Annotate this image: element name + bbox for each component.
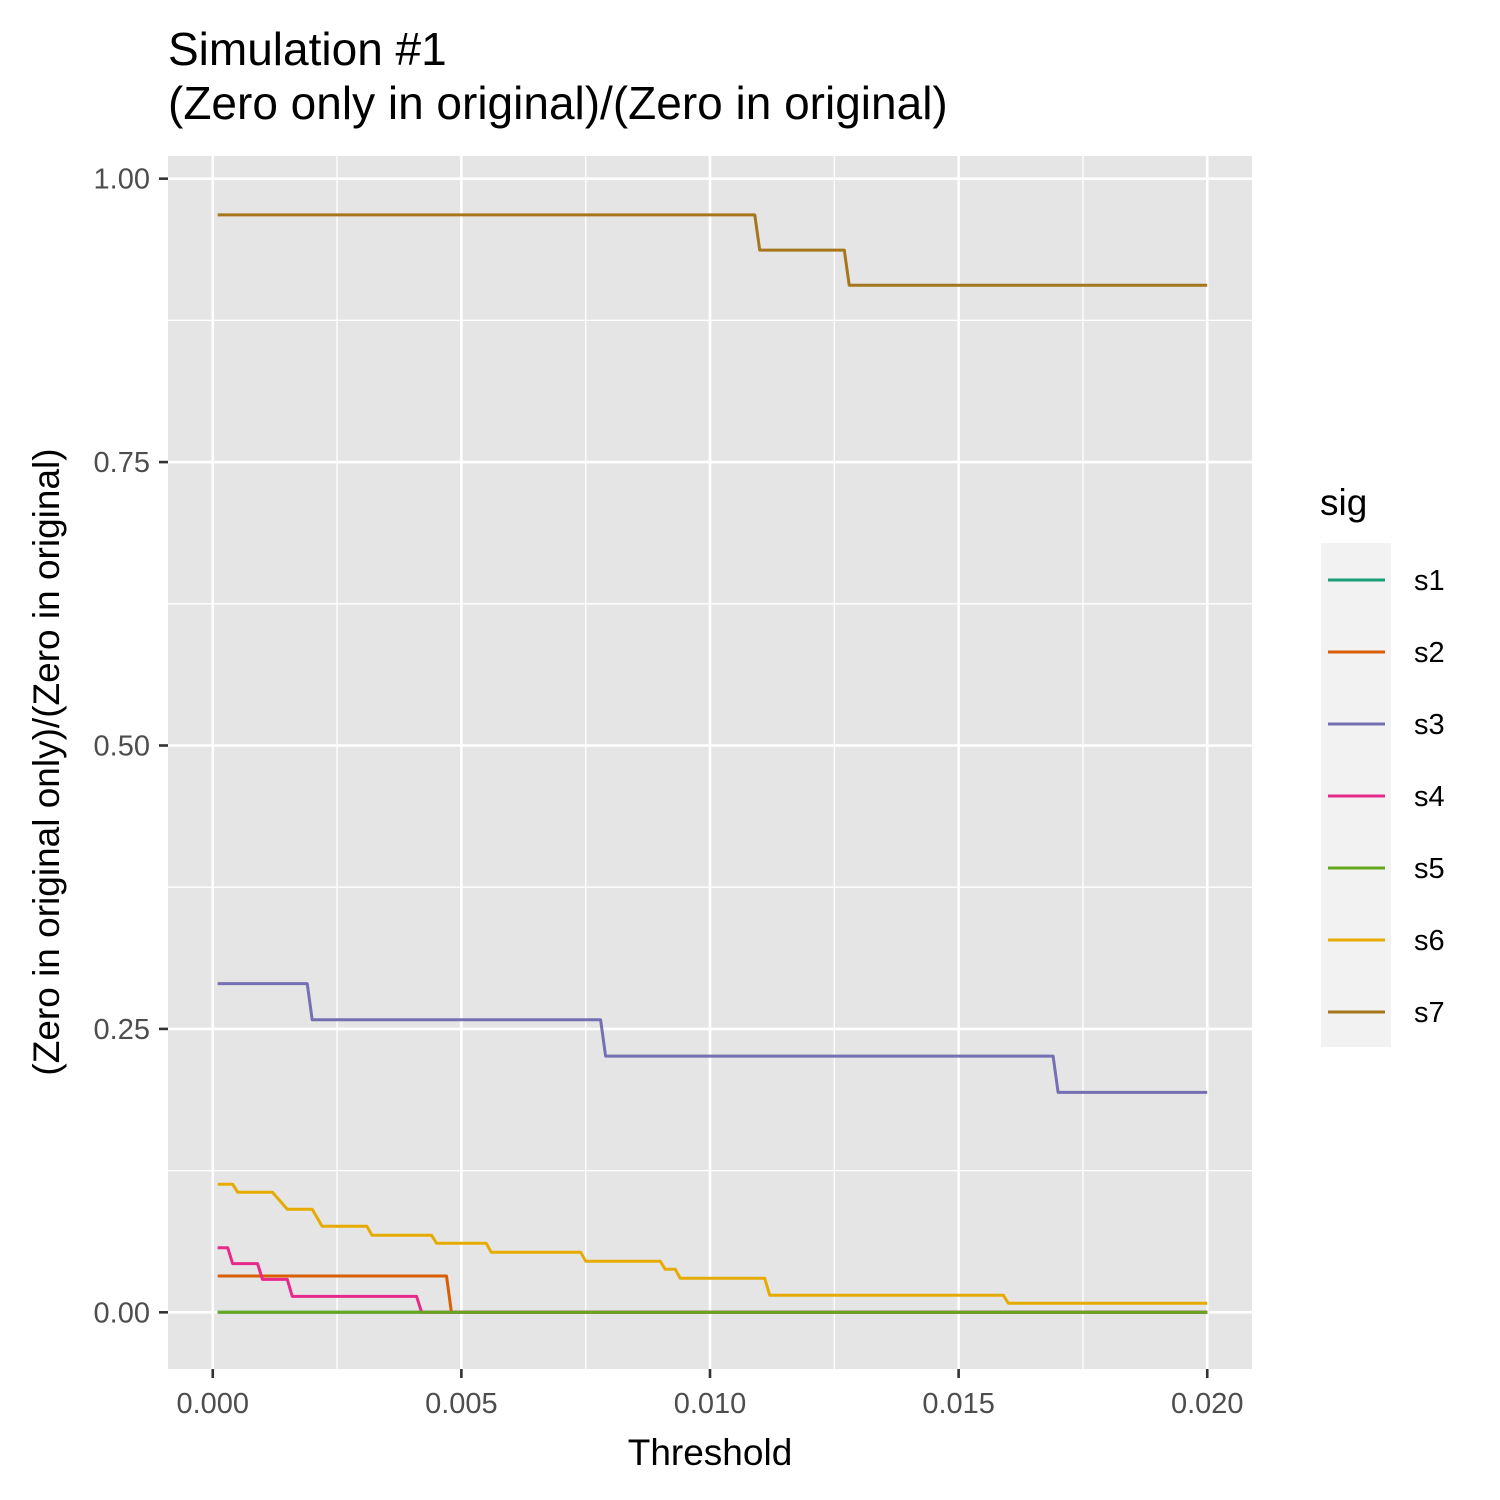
legend-label-s5: s5 <box>1414 853 1445 885</box>
y-tick-label: 1.00 <box>94 164 150 196</box>
chart-subtitle: (Zero only in original)/(Zero in origina… <box>168 77 948 129</box>
x-tick-label: 0.015 <box>922 1388 995 1420</box>
legend-label-s2: s2 <box>1414 637 1445 669</box>
chart-title: Simulation #1 <box>168 23 447 75</box>
legend-items: s1 s2 s3 s4 s5 s6 s7 <box>1328 565 1445 1029</box>
series-line-s4 <box>217 1246 1208 1314</box>
chart-title-block: Simulation #1 (Zero only in original)/(Z… <box>168 22 948 130</box>
y-tick-label: 0.00 <box>94 1297 150 1329</box>
legend-label-s3: s3 <box>1414 709 1445 741</box>
legend: sig s1 s2 s3 s4 s5 s6 s7 <box>1320 482 1445 1047</box>
x-axis-title: Threshold <box>628 1432 793 1473</box>
y-axis: 0.00 0.25 0.50 0.75 1.00 <box>94 164 168 1329</box>
legend-label-s4: s4 <box>1414 781 1445 813</box>
x-tick-label: 0.020 <box>1171 1388 1244 1420</box>
y-tick-label: 0.50 <box>94 730 150 762</box>
legend-title: sig <box>1320 482 1367 523</box>
series-line-s6 <box>217 1182 1208 1305</box>
series-lines <box>217 213 1208 1314</box>
x-tick-label: 0.010 <box>674 1388 747 1420</box>
series-line-s3 <box>217 982 1208 1094</box>
series-line-s7 <box>217 213 1208 287</box>
x-axis: 0.000 0.005 0.010 0.015 0.020 <box>176 1369 1244 1420</box>
legend-label-s1: s1 <box>1414 565 1445 597</box>
x-tick-label: 0.005 <box>425 1388 498 1420</box>
y-tick-label: 0.25 <box>94 1014 150 1046</box>
y-axis-title: (Zero in original only)/(Zero in origina… <box>26 448 67 1075</box>
y-tick-label: 0.75 <box>94 447 150 479</box>
legend-label-s6: s6 <box>1414 925 1445 957</box>
legend-label-s7: s7 <box>1414 997 1445 1029</box>
x-tick-label: 0.000 <box>176 1388 249 1420</box>
